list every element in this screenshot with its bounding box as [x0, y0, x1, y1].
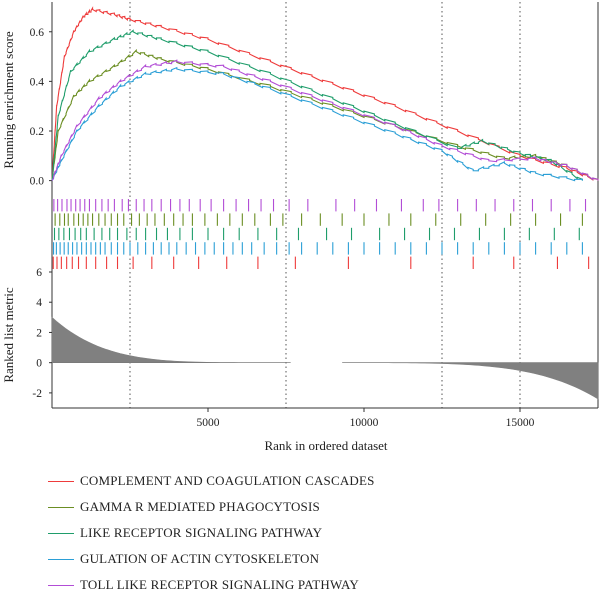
legend-label: LIKE RECEPTOR SIGNALING PATHWAY	[80, 525, 323, 540]
legend-label: GULATION OF ACTIN CYTOSKELETON	[80, 551, 320, 566]
rank-tick-label: -2	[32, 388, 42, 400]
legend-label: TOLL LIKE RECEPTOR SIGNALING PATHWAY	[80, 577, 360, 592]
es-tick-label: 0.6	[30, 27, 45, 39]
ranked-metric-axis-label: Ranked list metric	[1, 287, 16, 383]
ranked-metric-area	[51, 316, 599, 400]
legend-item: GAMMA R MEDIATED PHAGOCYTOSIS	[48, 494, 588, 520]
legend-item: LIKE RECEPTOR SIGNALING PATHWAY	[48, 520, 588, 546]
es-tick-label: 0.2	[30, 126, 45, 138]
x-tick-label: 15000	[506, 417, 535, 429]
es-tick-label: 0.4	[30, 76, 45, 88]
legend-swatch	[48, 558, 74, 560]
legend-label: COMPLEMENT AND COAGULATION CASCADES	[80, 473, 375, 488]
legend-swatch	[48, 506, 74, 508]
legend: COMPLEMENT AND COAGULATION CASCADES GAMM…	[48, 468, 588, 598]
rank-tick-label: 2	[36, 327, 42, 339]
gene-hit-rug-panel	[52, 199, 590, 269]
enrichment-curve	[51, 66, 583, 182]
zero-gap	[290, 360, 343, 365]
legend-swatch	[48, 480, 74, 482]
x-tick-label: 10000	[350, 417, 379, 429]
enrichment-curve	[51, 6, 599, 181]
legend-item: COMPLEMENT AND COAGULATION CASCADES	[48, 468, 588, 494]
rank-tick-label: 6	[36, 267, 42, 279]
rank-tick-label: 4	[36, 297, 42, 309]
legend-label: GAMMA R MEDIATED PHAGOCYTOSIS	[80, 499, 320, 514]
rank-tick-label: 0	[36, 358, 42, 370]
ranked-list-metric-panel: 6 4 2 0 -2 5000 10000 15000	[32, 267, 599, 429]
enrichment-curve	[51, 48, 599, 181]
running-enrichment-score-panel: 0.0 0.2 0.4 0.6	[30, 2, 599, 409]
enrichment-score-axis-label: Running enrichment score	[1, 31, 16, 168]
legend-swatch	[48, 532, 74, 534]
legend-item: TOLL LIKE RECEPTOR SIGNALING PATHWAY	[48, 572, 588, 598]
legend-item: GULATION OF ACTIN CYTOSKELETON	[48, 546, 588, 572]
es-tick-label: 0.0	[30, 176, 45, 188]
x-tick-label: 5000	[197, 417, 220, 429]
rank-axis-label: Rank in ordered dataset	[264, 438, 387, 453]
legend-swatch	[48, 584, 74, 586]
enrichment-curve	[51, 59, 599, 181]
enrichment-curve	[51, 29, 583, 181]
